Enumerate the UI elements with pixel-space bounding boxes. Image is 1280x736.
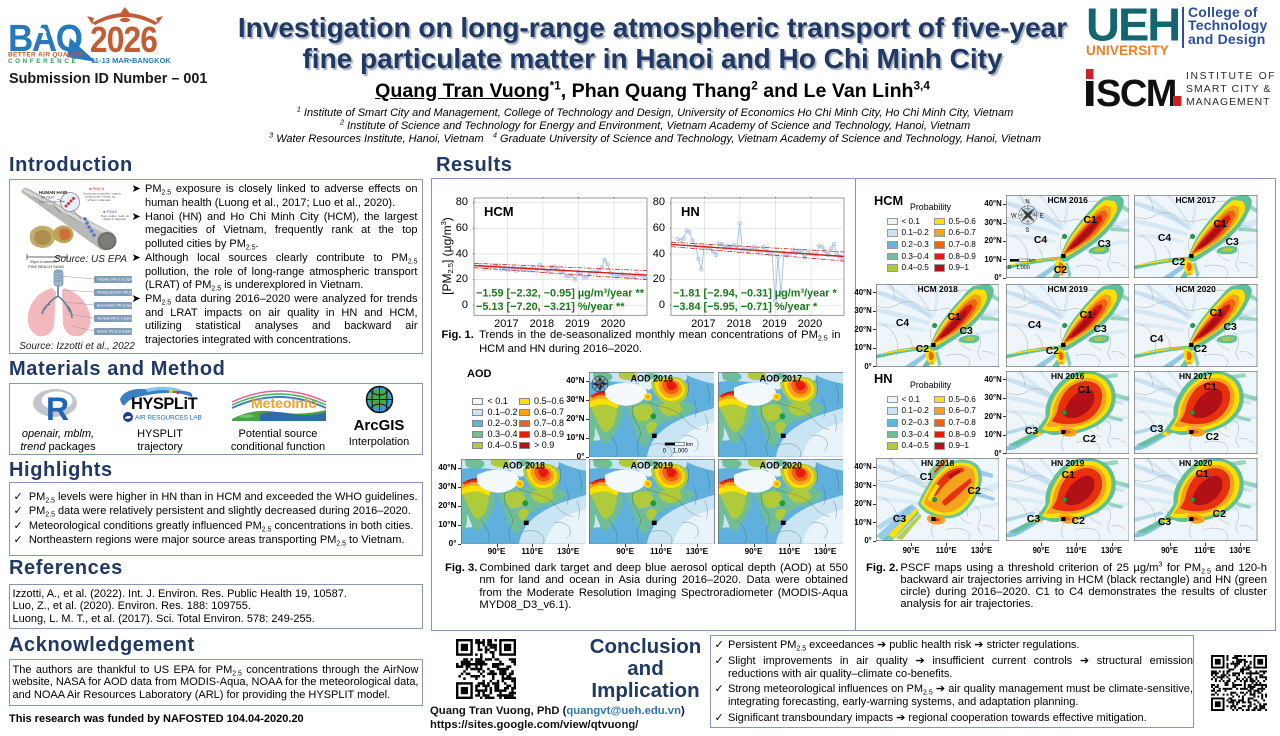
svg-text:C4: C4 bbox=[1028, 320, 1042, 331]
svg-text:HN 2016: HN 2016 bbox=[1051, 371, 1085, 381]
svg-text:(micro) in diameter: (micro) in diameter bbox=[39, 200, 65, 204]
svg-text:C3: C3 bbox=[1226, 237, 1240, 248]
svg-text:AOD 2018: AOD 2018 bbox=[502, 460, 544, 470]
svg-text:C2: C2 bbox=[1054, 265, 1068, 276]
svg-text:km: km bbox=[685, 442, 693, 448]
svg-text:C1: C1 bbox=[1077, 384, 1091, 395]
svg-text:E: E bbox=[1040, 214, 1044, 220]
svg-text:SCM: SCM bbox=[1096, 73, 1176, 109]
svg-text:HN 2019: HN 2019 bbox=[1051, 458, 1085, 468]
svg-text:<2.5µm in diameter: <2.5µm in diameter bbox=[86, 198, 111, 202]
svg-text:−5.13 [−7.20, −3.21] %/year **: −5.13 [−7.20, −3.21] %/year ** bbox=[476, 301, 625, 313]
svg-text:SMART CITY &: SMART CITY & bbox=[1186, 84, 1271, 95]
svg-text:C2: C2 bbox=[1206, 431, 1220, 442]
svg-text:Dust, pollen, mold, etc.: Dust, pollen, mold, etc. bbox=[101, 214, 131, 218]
svg-text:C1: C1 bbox=[920, 472, 934, 483]
svg-text:C1: C1 bbox=[1214, 219, 1228, 230]
svg-text:● PM10: ● PM10 bbox=[103, 209, 118, 214]
svg-text:−1.59 [−2.32, −0.95] µg/m³/yea: −1.59 [−2.32, −0.95] µg/m³/year ** bbox=[476, 287, 645, 299]
svg-text:INSTITUTE OF: INSTITUTE OF bbox=[1186, 71, 1276, 82]
svg-text:1,000: 1,000 bbox=[672, 448, 688, 454]
svg-text:S: S bbox=[1025, 228, 1029, 234]
svg-text:C3: C3 bbox=[1027, 514, 1041, 525]
svg-text:C1: C1 bbox=[1079, 310, 1093, 321]
svg-text:11-13 MAR•BANGKOK: 11-13 MAR•BANGKOK bbox=[91, 56, 171, 65]
svg-text:C1: C1 bbox=[1204, 381, 1218, 392]
svg-text:C1: C1 bbox=[1061, 470, 1075, 481]
svg-text:C3: C3 bbox=[1093, 324, 1107, 335]
svg-text:Primary bronchi: PM (5.5µm): Primary bronchi: PM (5.5µm) bbox=[97, 291, 136, 295]
svg-text:Terminal PM (1-2.5µm): Terminal PM (1-2.5µm) bbox=[97, 317, 132, 321]
svg-text:C2: C2 bbox=[967, 486, 981, 497]
svg-text:HN 2017: HN 2017 bbox=[1179, 371, 1213, 381]
svg-text:Alveoli: PM (0.5-0.8µm): Alveoli: PM (0.5-0.8µm) bbox=[97, 330, 133, 334]
svg-text:AOD 2016: AOD 2016 bbox=[630, 373, 672, 383]
svg-text:Bronchioles: PM (3.5µm): Bronchioles: PM (3.5µm) bbox=[97, 304, 134, 308]
svg-text:C2: C2 bbox=[1213, 509, 1227, 520]
svg-text:C4: C4 bbox=[1150, 334, 1164, 345]
svg-text:C1: C1 bbox=[1196, 469, 1210, 480]
svg-text:CONFERENCE: CONFERENCE bbox=[8, 58, 78, 65]
svg-text:C1: C1 bbox=[1083, 215, 1097, 226]
svg-text:Trachea: PM (7-11.5µm): Trachea: PM (7-11.5µm) bbox=[97, 278, 134, 282]
svg-text:C3: C3 bbox=[1097, 239, 1111, 250]
svg-text:AOD 2017: AOD 2017 bbox=[759, 373, 801, 383]
svg-text:C2: C2 bbox=[1046, 346, 1060, 357]
svg-text:R: R bbox=[46, 391, 69, 423]
svg-text:50-70µm: 50-70µm bbox=[41, 196, 55, 200]
svg-text:FINE BEACH SAND: FINE BEACH SAND bbox=[28, 264, 64, 269]
svg-text:BETTER AIR QUALITY: BETTER AIR QUALITY bbox=[8, 52, 84, 59]
svg-text:km: km bbox=[1029, 258, 1036, 264]
svg-text:AOD 2020: AOD 2020 bbox=[759, 460, 801, 470]
svg-text:C2: C2 bbox=[1194, 344, 1208, 355]
svg-text:C3: C3 bbox=[959, 326, 973, 337]
svg-text:C4: C4 bbox=[1034, 235, 1048, 246]
svg-text:HUMAN HAIR: HUMAN HAIR bbox=[39, 190, 68, 195]
svg-text:<10µm in diameter: <10µm in diameter bbox=[102, 217, 126, 221]
svg-text:−1.81 [−2.94, −0.31] µg/m³/yea: −1.81 [−2.94, −0.31] µg/m³/year * bbox=[673, 287, 838, 299]
svg-text:C4: C4 bbox=[1158, 233, 1172, 244]
svg-text:C1: C1 bbox=[1210, 308, 1224, 319]
svg-text:C3: C3 bbox=[893, 514, 907, 525]
svg-text:C1: C1 bbox=[947, 312, 961, 323]
svg-text:Combustion particles, organic: Combustion particles, organic bbox=[83, 192, 122, 196]
svg-text:● PM2.5: ● PM2.5 bbox=[89, 186, 105, 191]
svg-text:HCM 2020: HCM 2020 bbox=[1176, 284, 1217, 294]
svg-text:90µm in diameter: 90µm in diameter bbox=[30, 260, 58, 264]
svg-text:C3: C3 bbox=[1224, 322, 1238, 333]
svg-text:HN 2018: HN 2018 bbox=[921, 458, 955, 468]
svg-text:C3: C3 bbox=[1025, 425, 1039, 436]
svg-text:N: N bbox=[1025, 200, 1029, 206]
svg-text:compounds, metals, etc.: compounds, metals, etc. bbox=[85, 195, 117, 199]
svg-text:1,000: 1,000 bbox=[1016, 265, 1030, 271]
svg-text:HN: HN bbox=[681, 204, 700, 219]
svg-text:HCM 2016: HCM 2016 bbox=[1047, 195, 1088, 205]
svg-text:HCM 2017: HCM 2017 bbox=[1176, 195, 1217, 205]
svg-text:C3: C3 bbox=[1158, 517, 1172, 528]
svg-text:HCM 2019: HCM 2019 bbox=[1047, 284, 1088, 294]
svg-text:0: 0 bbox=[662, 448, 666, 454]
svg-text:HCM 2018: HCM 2018 bbox=[917, 284, 958, 294]
svg-text:C3: C3 bbox=[1150, 423, 1164, 434]
svg-text:HN 2020: HN 2020 bbox=[1179, 458, 1213, 468]
svg-text:C2: C2 bbox=[1071, 516, 1085, 527]
svg-text:C2: C2 bbox=[916, 344, 930, 355]
svg-text:2026: 2026 bbox=[90, 20, 157, 60]
svg-text:0: 0 bbox=[1008, 265, 1011, 271]
svg-text:AOD 2019: AOD 2019 bbox=[631, 460, 673, 470]
svg-text:−3.84 [−5.95, −0.71] %/year *: −3.84 [−5.95, −0.71] %/year * bbox=[673, 301, 818, 313]
svg-text:C4: C4 bbox=[896, 318, 910, 329]
svg-text:C2: C2 bbox=[1172, 257, 1186, 268]
svg-text:AIR RESOURCES LAB: AIR RESOURCES LAB bbox=[135, 415, 202, 422]
svg-text:C2: C2 bbox=[1082, 433, 1096, 444]
svg-text:W: W bbox=[1011, 214, 1017, 220]
svg-text:MeteoInfo: MeteoInfo bbox=[251, 395, 317, 411]
svg-text:HYSPLiT: HYSPLiT bbox=[131, 395, 198, 413]
svg-text:MANAGEMENT: MANAGEMENT bbox=[1186, 97, 1270, 108]
svg-text:HCM: HCM bbox=[484, 204, 514, 219]
